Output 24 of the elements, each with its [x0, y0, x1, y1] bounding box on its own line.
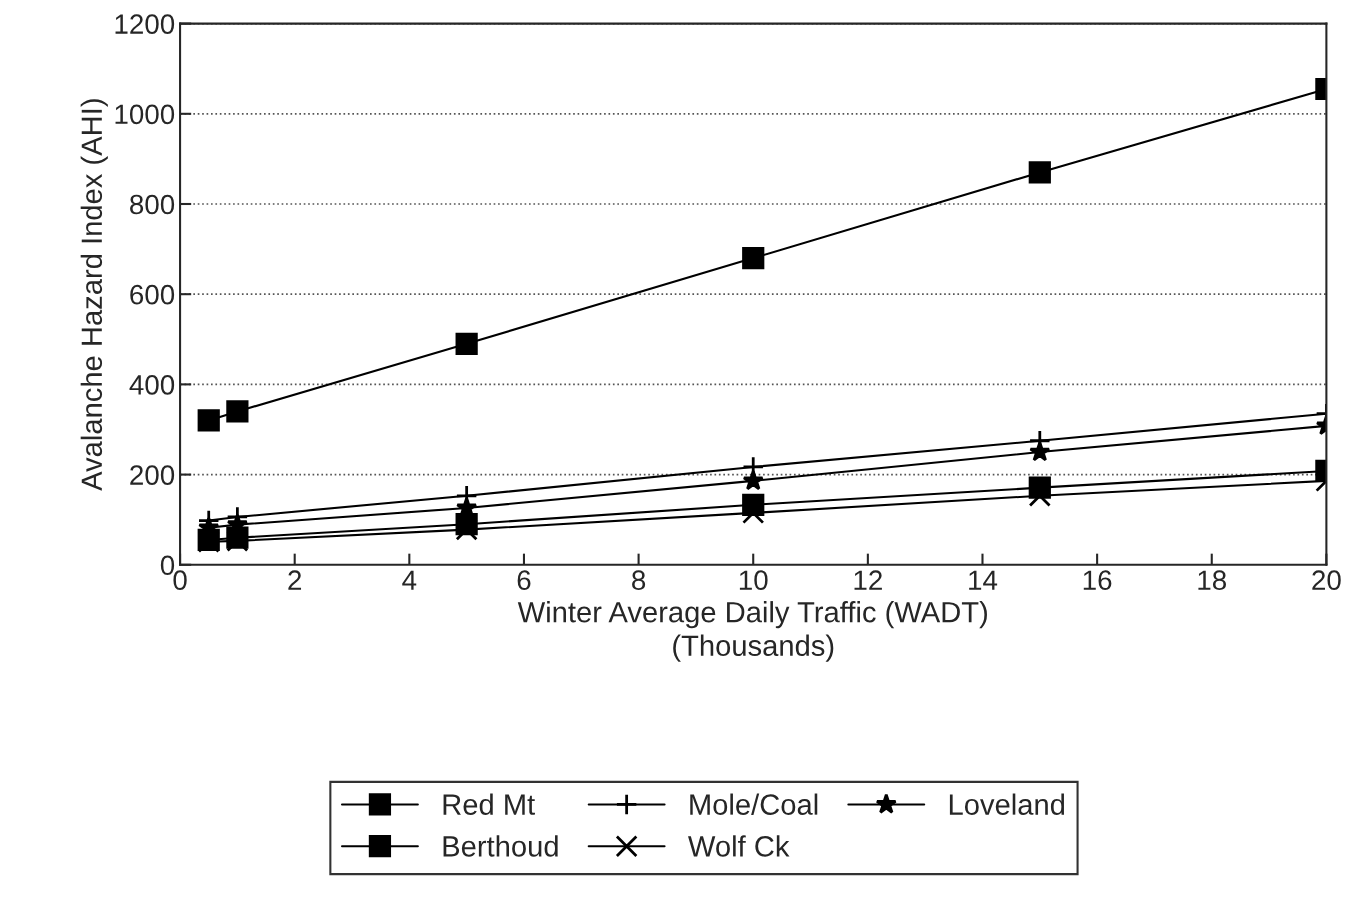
- y-tick-label: 600: [130, 284, 175, 305]
- x-axis-title: Winter Average Daily Traffic (WADT) (Thousands): [517, 601, 987, 662]
- x-tick-label: 18: [1198, 570, 1226, 591]
- y-tick-label: 800: [130, 194, 175, 215]
- x-tick-label: 16: [1083, 570, 1112, 591]
- legend-label: Wolf Ck: [688, 835, 790, 857]
- x-tick-label: 10: [739, 570, 768, 591]
- x-tick-label: 4: [402, 570, 417, 590]
- x-tick-label: 6: [517, 570, 531, 591]
- y-tick-label: 400: [129, 375, 175, 395]
- x-tick-label: 20: [1312, 570, 1341, 591]
- y-tick-label: 1000: [115, 104, 175, 125]
- legend-label: Red Mt: [443, 793, 535, 815]
- x-tick-label: 2: [288, 570, 302, 590]
- y-tick-label: 200: [130, 465, 175, 485]
- legend-label: Loveland: [949, 793, 1065, 815]
- legend-label: Mole/Coal: [690, 793, 818, 815]
- y-tick-label: 0: [160, 555, 175, 576]
- y-tick-label: 1200: [115, 14, 175, 34]
- x-tick-label: 14: [969, 570, 998, 590]
- legend-label: Berthoud: [443, 835, 558, 857]
- x-tick-label: 8: [632, 570, 646, 591]
- y-axis-title: Avalanche Hazard Index (AHI): [80, 99, 108, 491]
- x-tick-label: 12: [854, 570, 882, 590]
